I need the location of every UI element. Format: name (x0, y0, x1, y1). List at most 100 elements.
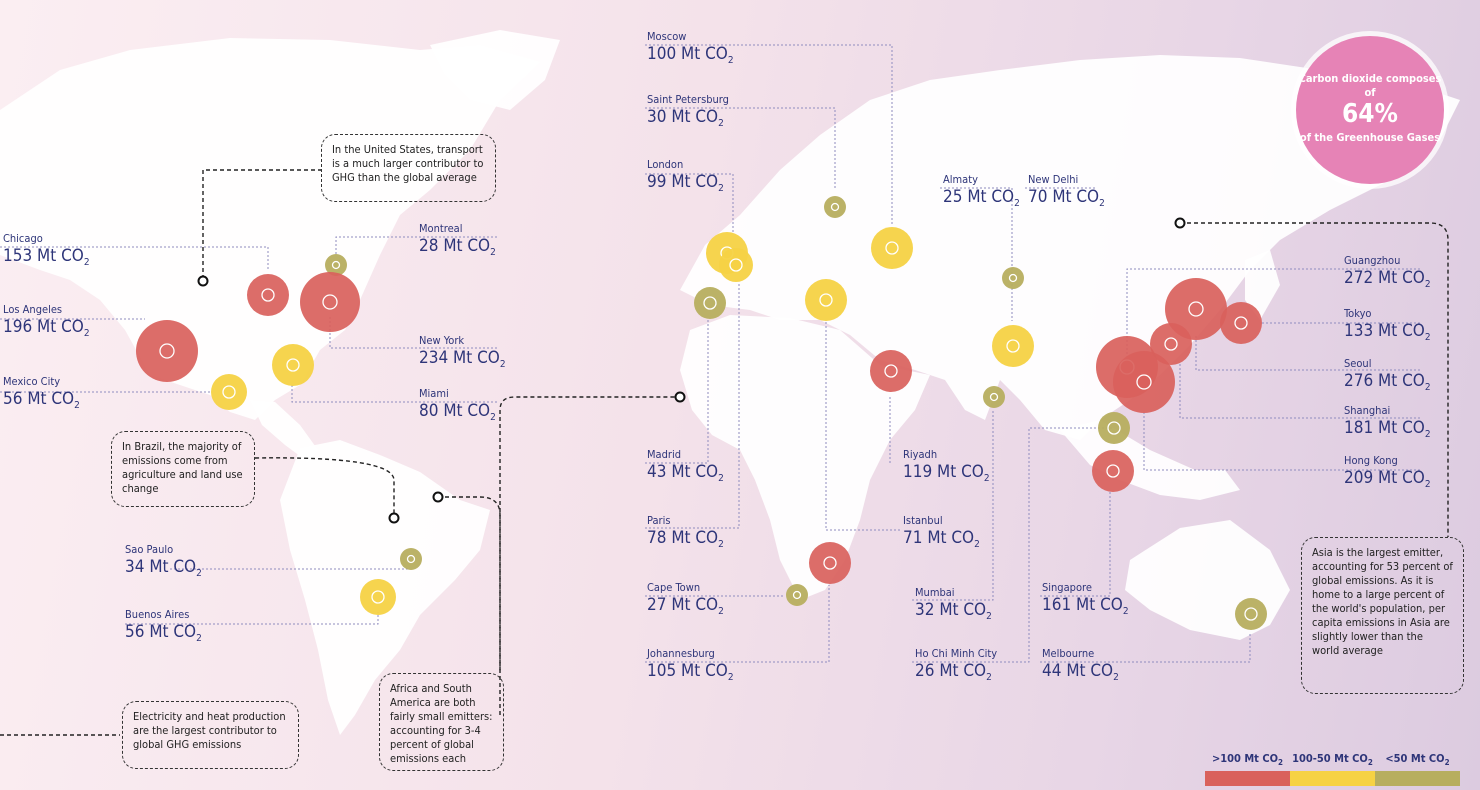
greenland-landmass (430, 30, 560, 110)
bubble-center-hong-kong (1164, 337, 1178, 351)
bubble-mexico-city (211, 374, 247, 410)
label-new-york: New York 234 Mt CO2 (419, 334, 506, 370)
central-america-landmass (250, 400, 318, 462)
bubble-cape-town (786, 584, 808, 606)
label-paris: Paris 78 Mt CO2 (647, 514, 724, 550)
label-guangzhou: Guangzhou 272 Mt CO2 (1344, 254, 1431, 290)
label-hong-kong: Hong Kong 209 Mt CO2 (1344, 454, 1431, 490)
label-miami: Miami 80 Mt CO2 (419, 387, 496, 423)
leader-lines (0, 44, 1420, 663)
north-america-landmass (0, 38, 540, 420)
bubble-mumbai (983, 386, 1005, 408)
bubble-new-york (300, 272, 360, 332)
bubble-center-istanbul (819, 293, 833, 307)
bubble-center-cape-town (792, 590, 802, 600)
label-mexico-city: Mexico City 56 Mt CO2 (3, 375, 80, 411)
note-asia: Asia is the largest emitter, accounting … (1301, 537, 1464, 694)
label-riyadh: Riyadh 119 Mt CO2 (903, 448, 990, 484)
bubble-madrid (694, 287, 726, 319)
bubble-center-johannesburg (823, 556, 837, 570)
bubble-johannesburg (809, 542, 851, 584)
bubble-center-ho-chi-minh-city (1107, 421, 1121, 435)
note-brazil: In Brazil, the majority of emissions com… (111, 431, 255, 507)
bubble-sao-paulo (400, 548, 422, 570)
bubble-moscow (871, 227, 913, 269)
legend-swatch-low (1375, 771, 1460, 786)
bubble-saint-petersburg (824, 196, 846, 218)
label-montreal: Montreal 28 Mt CO2 (419, 222, 496, 258)
label-shanghai: Shanghai 181 Mt CO2 (1344, 404, 1431, 440)
note-electricity: Electricity and heat production are the … (122, 701, 299, 769)
bubble-center-new-delhi (1006, 339, 1020, 353)
badge-line1: Carbon dioxide composes of (1298, 72, 1442, 99)
bubble-guangzhou (1165, 278, 1227, 340)
bubble-hong-kong (1150, 323, 1192, 365)
bubble-center-chicago (261, 288, 275, 302)
bubble-center-miami (286, 358, 300, 372)
bubble-paris (719, 248, 753, 282)
bubble-center-saint-petersburg (830, 202, 840, 212)
bubble-center-guangzhou (1188, 301, 1204, 317)
bubble-chicago (247, 274, 289, 316)
legend-label-low: <50 Mt CO2 (1385, 752, 1450, 768)
co2-share-badge: Carbon dioxide composes of 64% of the Gr… (1296, 36, 1444, 184)
bubble-center-shanghai (1136, 374, 1152, 390)
bubble-riyadh (870, 350, 912, 392)
bubble-istanbul (805, 279, 847, 321)
bubble-melbourne (1235, 598, 1267, 630)
europe-asia-landmass (680, 55, 1460, 440)
label-sao-paulo: Sao Paulo 34 Mt CO2 (125, 543, 202, 579)
bubble-center-moscow (885, 241, 899, 255)
legend-label-mid: 100-50 Mt CO2 (1292, 752, 1373, 768)
label-madrid: Madrid 43 Mt CO2 (647, 448, 724, 484)
bubble-center-los-angeles (159, 343, 175, 359)
label-chicago: Chicago 153 Mt CO2 (3, 232, 90, 268)
bubble-almaty (1002, 267, 1024, 289)
label-tokyo: Tokyo 133 Mt CO2 (1344, 307, 1431, 343)
bubble-miami (272, 344, 314, 386)
bubble-shanghai (1113, 351, 1175, 413)
label-london: London 99 Mt CO2 (647, 158, 724, 194)
bubble-center-almaty (1008, 273, 1018, 283)
label-cape-town: Cape Town 27 Mt CO2 (647, 581, 724, 617)
bubble-los-angeles (136, 320, 198, 382)
note-us-transport: In the United States, transport is a muc… (321, 134, 496, 202)
label-singapore: Singapore 161 Mt CO2 (1042, 581, 1129, 617)
africa-landmass (680, 315, 930, 600)
emission-bubbles (136, 196, 1267, 630)
bubble-center-sao-paulo (406, 554, 416, 564)
bubble-center-melbourne (1244, 607, 1258, 621)
bubble-tokyo (1220, 302, 1262, 344)
bubble-new-delhi (992, 325, 1034, 367)
label-mumbai: Mumbai 32 Mt CO2 (915, 586, 992, 622)
label-moscow: Moscow 100 Mt CO2 (647, 30, 734, 66)
label-saint-petersburg: Saint Petersburg 30 Mt CO2 (647, 93, 729, 129)
badge-percent: 64% (1342, 99, 1398, 129)
label-istanbul: Istanbul 71 Mt CO2 (903, 514, 980, 550)
bubble-center-mumbai (989, 392, 999, 402)
australia-landmass (1125, 520, 1290, 640)
legend-swatch-mid (1290, 771, 1375, 786)
bubble-buenos-aires (360, 579, 396, 615)
bubble-center-montreal (331, 260, 341, 270)
callout-connectors (0, 169, 1449, 736)
note-africa-south-america: Africa and South America are both fairly… (379, 673, 504, 771)
label-los-angeles: Los Angeles 196 Mt CO2 (3, 303, 90, 339)
japan-landmass (1245, 250, 1280, 320)
label-buenos-aires: Buenos Aires 56 Mt CO2 (125, 608, 202, 644)
bubble-center-buenos-aires (371, 590, 385, 604)
bubble-center-paris (729, 258, 743, 272)
label-seoul: Seoul 276 Mt CO2 (1344, 357, 1431, 393)
bubble-center-riyadh (884, 364, 898, 378)
label-new-delhi: New Delhi 70 Mt CO2 (1028, 173, 1105, 209)
bubble-montreal (325, 254, 347, 276)
badge-line2: of the Greenhouse Gases (1299, 131, 1441, 144)
label-almaty: Almaty 25 Mt CO2 (943, 173, 1020, 209)
southeast-asia-landmass (1060, 420, 1240, 500)
legend-swatch-high (1205, 771, 1290, 786)
label-ho-chi-minh-city: Ho Chi Minh City 26 Mt CO2 (915, 647, 998, 683)
bubble-center-new-york (322, 294, 338, 310)
bubble-center-singapore (1106, 464, 1120, 478)
label-melbourne: Melbourne 44 Mt CO2 (1042, 647, 1119, 683)
